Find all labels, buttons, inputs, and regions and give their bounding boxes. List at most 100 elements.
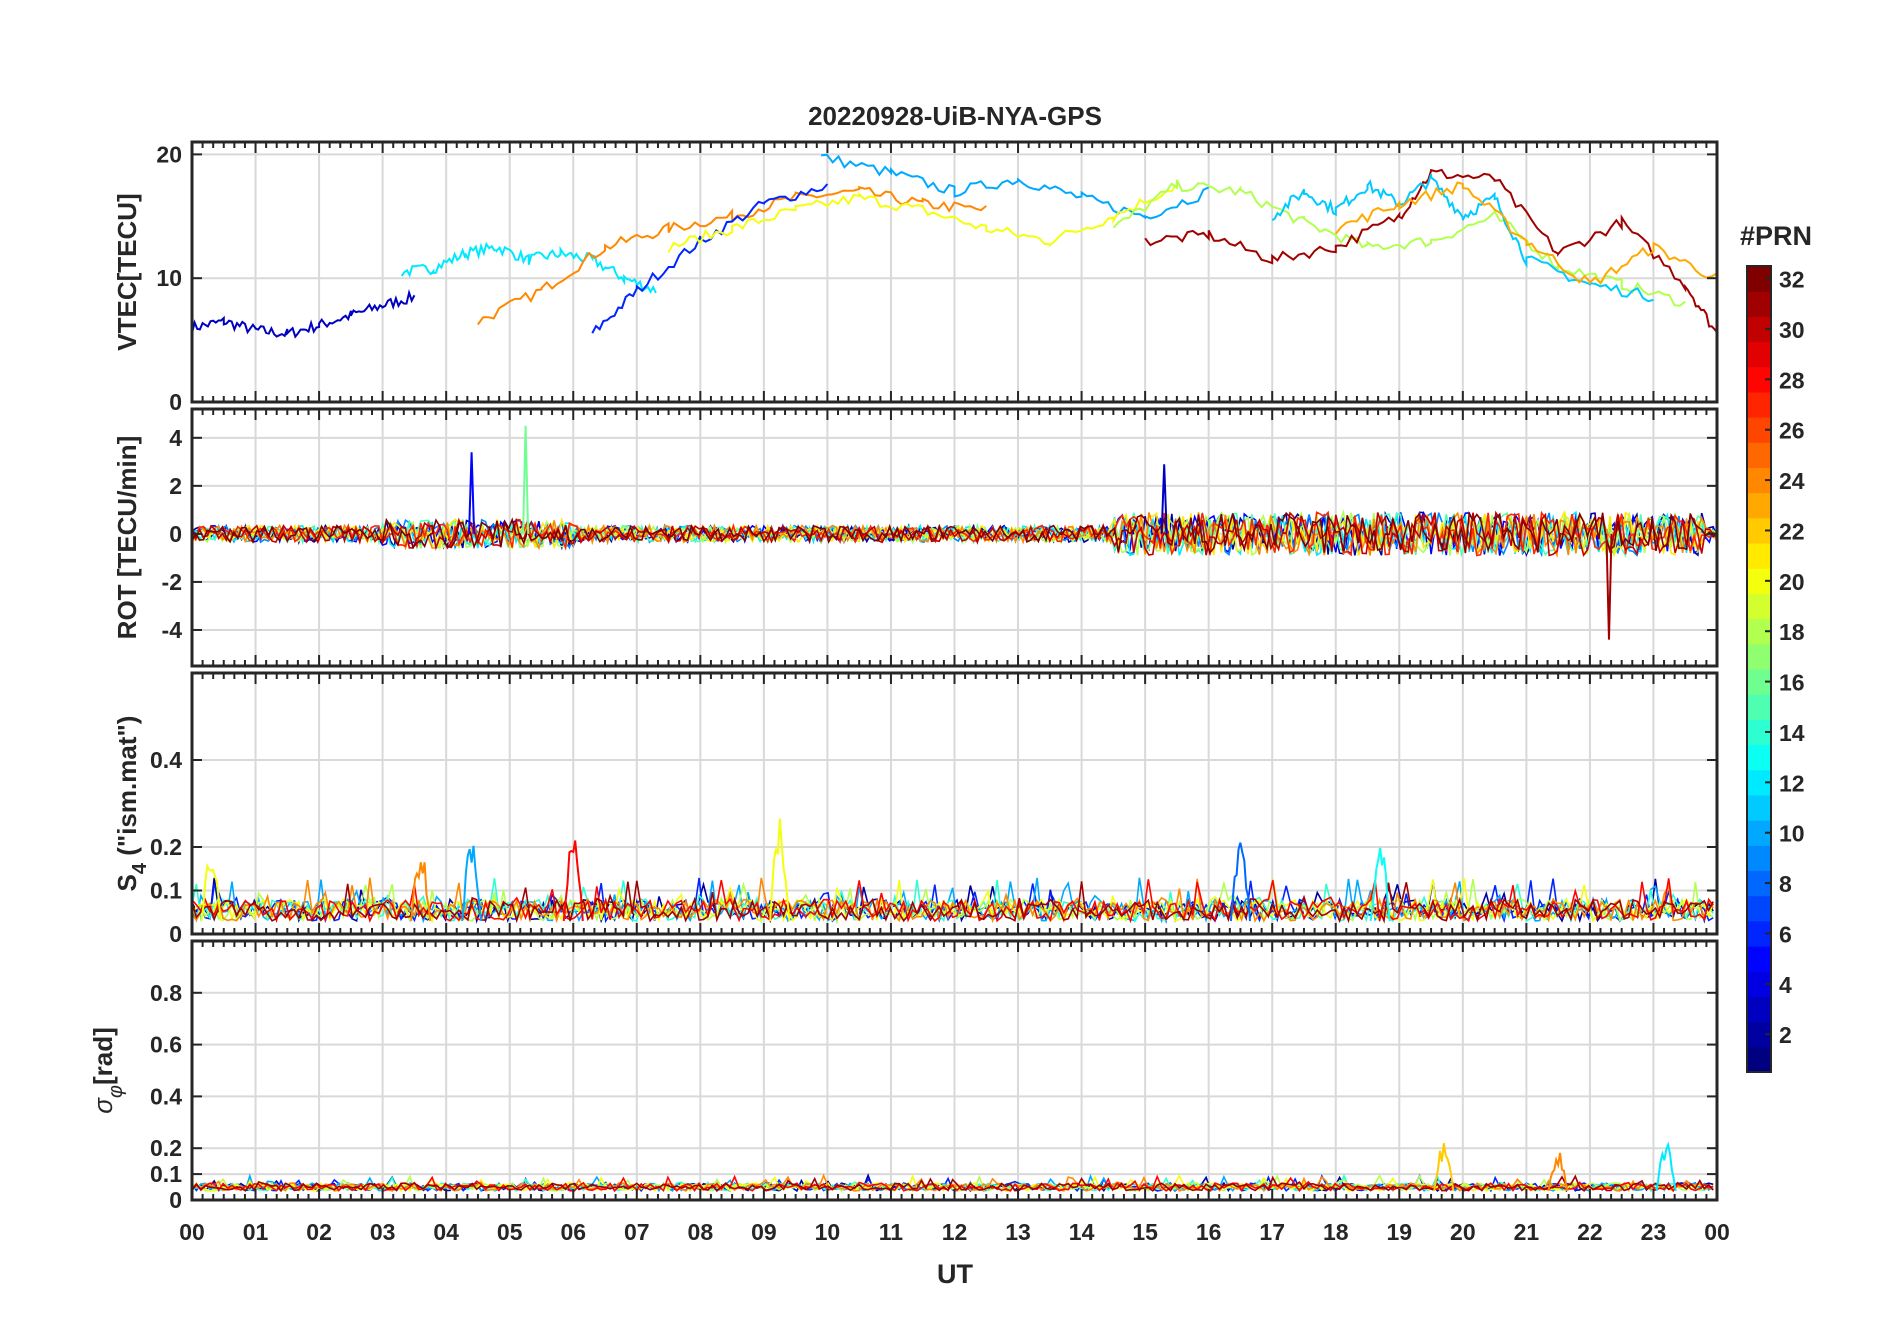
colorbar-tick-label: 4	[1779, 972, 1792, 998]
x-tick-label: 15	[1132, 1219, 1158, 1245]
colorbar-tick-label: 12	[1779, 770, 1805, 796]
y-tick-label: 2	[169, 473, 182, 499]
y-tick-label: 0.8	[150, 980, 182, 1006]
s4-peak	[461, 845, 483, 922]
colorbar-band	[1747, 996, 1771, 1023]
colorbar-band	[1747, 946, 1771, 972]
y-tick-label: 0.4	[150, 747, 182, 773]
colorbar-band	[1747, 1046, 1771, 1073]
vtec-line	[1144, 168, 1717, 334]
y-tick-label: 0	[169, 521, 182, 547]
vtec-line	[1335, 181, 1717, 285]
colorbar-band	[1747, 794, 1771, 821]
sigma_phi-line	[192, 1174, 1714, 1193]
x-tick-label: 23	[1641, 1219, 1667, 1245]
sigma_phi-peak	[1547, 1152, 1569, 1192]
colorbar-band	[1747, 593, 1771, 620]
x-tick-label: 13	[1005, 1219, 1031, 1245]
y-tick-label: 0.2	[150, 1135, 182, 1161]
rot-spike	[1160, 464, 1168, 534]
y-tick-label: 0.4	[150, 1083, 182, 1109]
colorbar-band	[1747, 543, 1771, 569]
y-tick-label: 0.6	[150, 1032, 182, 1058]
x-tick-label: 00	[1704, 1219, 1730, 1245]
x-axis-label: UT	[937, 1259, 973, 1289]
x-tick-label: 04	[433, 1219, 459, 1245]
vtec-line	[820, 153, 1210, 220]
colorbar-band	[1747, 845, 1771, 871]
x-tick-label: 21	[1514, 1219, 1540, 1245]
x-tick-label: 08	[688, 1219, 714, 1245]
vtec-line	[192, 289, 416, 339]
colorbar-tick-label: 20	[1779, 569, 1805, 595]
vtec-line	[477, 185, 987, 326]
colorbar-tick-label: 14	[1779, 720, 1805, 746]
s4-peak	[769, 818, 791, 922]
x-tick-label: 06	[560, 1219, 586, 1245]
y-axis-label: ROT [TECU/min]	[112, 436, 142, 640]
y-tick-label: -4	[162, 617, 183, 643]
panel-rot: -4 -2 0 2 4 ROT [TECU/min]	[112, 407, 1719, 668]
x-tick-label: 19	[1386, 1219, 1412, 1245]
colorbar-band	[1747, 895, 1771, 922]
vtec-line	[591, 183, 829, 334]
rot-spike	[468, 452, 476, 534]
colorbar-band	[1747, 291, 1771, 317]
rot-spike	[1605, 533, 1613, 640]
colorbar-tick-label: 8	[1779, 871, 1792, 897]
x-tick-label: 20	[1450, 1219, 1476, 1245]
rot-line	[192, 510, 1717, 555]
colorbar-tick-label: 2	[1779, 1022, 1792, 1048]
panel-sigma-phi: 00.10.2 0.4 0.6 0.8 σφ[rad]	[88, 939, 1719, 1213]
x-tick-label: 18	[1323, 1219, 1349, 1245]
colorbar-tick-label: 10	[1779, 821, 1805, 847]
s4-line	[192, 878, 1714, 924]
x-tick-labels: 00 01 02 03 04 05 06 07 08 09 10 11 12 13 14 15 16 17 18 19…	[179, 1219, 1730, 1245]
colorbar-tick-label: 28	[1779, 367, 1805, 393]
y-tick-label: 0.2	[150, 834, 182, 860]
x-tick-label: 02	[306, 1219, 332, 1245]
s4-peak	[200, 862, 222, 922]
y-axis-label: VTEC[TECU]	[112, 193, 142, 350]
y-tick-label: 10	[156, 265, 182, 291]
traces	[192, 425, 1717, 640]
sigma_phi-peak	[1433, 1143, 1455, 1192]
x-tick-label: 01	[243, 1219, 269, 1245]
rot-spike	[522, 425, 530, 534]
y-tick-label: 0	[169, 389, 182, 415]
colorbar-band	[1747, 744, 1771, 771]
x-tick-label: 05	[497, 1219, 523, 1245]
y-tick-label: 0	[169, 921, 182, 947]
traces	[192, 153, 1717, 339]
colorbar-tick-label: 24	[1779, 468, 1805, 494]
y-tick-label: -2	[162, 569, 182, 595]
colorbar-band	[1747, 643, 1771, 670]
sigma_phi-peak	[1655, 1141, 1677, 1192]
x-tick-label: 14	[1069, 1219, 1095, 1245]
colorbar-tick-label: 6	[1779, 921, 1792, 947]
colorbar-band	[1747, 492, 1771, 519]
colorbar-tick-label: 32	[1779, 267, 1805, 293]
s4-line	[192, 880, 1714, 924]
x-tick-label: 00	[179, 1219, 205, 1245]
y-tick-label: 20	[156, 141, 182, 167]
y-tick-label: 0.1	[150, 878, 182, 904]
x-tick-label: 11	[879, 1219, 904, 1245]
s4-peak	[562, 840, 584, 922]
x-tick-label: 09	[751, 1219, 777, 1245]
x-tick-label: 12	[942, 1219, 968, 1245]
colorbar-tick-label: 16	[1779, 670, 1805, 696]
colorbar-title: #PRN	[1740, 221, 1812, 251]
vtec-line	[1271, 173, 1654, 303]
y-tick-label: 0.1	[150, 1161, 182, 1187]
colorbar-tick-label: 26	[1779, 418, 1805, 444]
vtec-line	[667, 183, 1178, 253]
s4-peak	[410, 862, 432, 922]
x-tick-label: 07	[624, 1219, 650, 1245]
colorbar-band	[1747, 442, 1771, 468]
colorbar-band	[1747, 391, 1771, 418]
y-axis-label: S4 ("ism.mat")	[112, 716, 151, 892]
colorbar-band	[1747, 341, 1771, 368]
